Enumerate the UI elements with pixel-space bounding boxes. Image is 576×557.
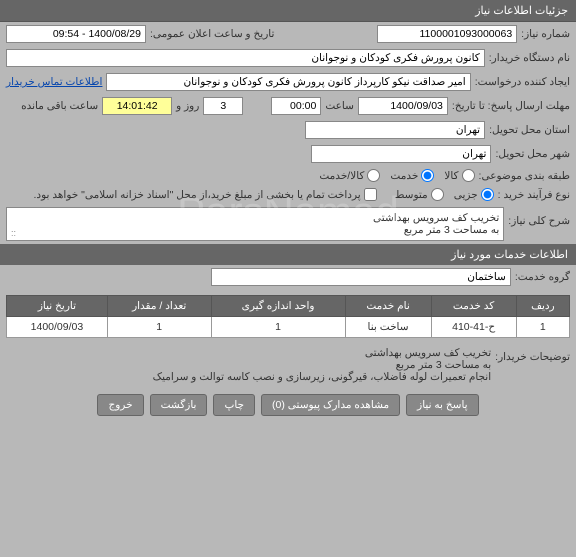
remain-label: ساعت باقی مانده xyxy=(21,100,98,112)
td-code: ح-41-410 xyxy=(431,317,516,338)
cat-opt-service[interactable]: خدمت xyxy=(390,169,434,182)
table-header-row: ردیف کد خدمت نام خدمت واحد اندازه گیری ت… xyxy=(7,296,570,317)
buyer-desc-label: توضیحات خریدار: xyxy=(495,351,570,363)
time-label: ساعت xyxy=(325,100,354,112)
category-label: طبقه بندی موضوعی: xyxy=(479,170,570,182)
cat-radio-0[interactable] xyxy=(462,169,475,182)
exit-button[interactable]: خروج xyxy=(97,394,143,416)
attachments-button[interactable]: مشاهده مدارک پیوستی (0) xyxy=(261,394,400,416)
province-label: استان محل تحویل: xyxy=(489,124,570,136)
category-radios: کالا خدمت کالا/خدمت xyxy=(319,169,474,182)
services-table: ردیف کد خدمت نام خدمت واحد اندازه گیری ت… xyxy=(6,295,570,338)
cat-opt-2-label: کالا/خدمت xyxy=(319,170,364,182)
expand-icon[interactable]: :: xyxy=(11,228,16,238)
cat-radio-2[interactable] xyxy=(367,169,380,182)
td-date: 1400/09/03 xyxy=(7,317,108,338)
announce-label: تاریخ و ساعت اعلان عمومی: xyxy=(150,28,274,40)
days-input[interactable] xyxy=(203,97,243,115)
th-name: نام خدمت xyxy=(345,296,431,317)
cat-opt-both[interactable]: کالا/خدمت xyxy=(319,169,380,182)
td-unit: 1 xyxy=(211,317,345,338)
buyer-desc-l2: به مساحت 3 متر مربع xyxy=(6,359,491,371)
buyer-input[interactable] xyxy=(6,49,485,67)
cat-opt-0-label: کالا xyxy=(444,170,458,182)
back-button[interactable]: بازگشت xyxy=(150,394,208,416)
announce-input[interactable] xyxy=(6,25,146,43)
print-button[interactable]: چاپ xyxy=(213,394,255,416)
th-row: ردیف xyxy=(516,296,569,317)
need-line1: تخریب کف سرویس بهداشتی xyxy=(11,212,499,224)
proc-opt-1-label: متوسط xyxy=(395,189,428,201)
services-section-header: اطلاعات خدمات مورد نیاز xyxy=(0,244,576,265)
days-label: روز و xyxy=(176,100,199,112)
deadline-label: مهلت ارسال پاسخ: تا تاریخ: xyxy=(452,100,570,112)
group-label: گروه خدمت: xyxy=(515,271,570,283)
creator-label: ایجاد کننده درخواست: xyxy=(475,76,570,88)
treasury-checkbox[interactable] xyxy=(364,188,377,201)
cat-opt-1-label: خدمت xyxy=(390,170,418,182)
td-row: 1 xyxy=(516,317,569,338)
proc-opt-medium[interactable]: متوسط xyxy=(395,188,444,201)
province-input[interactable] xyxy=(305,121,485,139)
treasury-note-text: پرداخت تمام یا بخشی از مبلغ خرید،از محل … xyxy=(34,189,361,201)
req-number-label: شماره نیاز: xyxy=(521,28,570,40)
buyer-desc-l3: انجام تعمیرات لوله فاضلاب، قیرگونی، زیرس… xyxy=(6,371,491,383)
group-input[interactable] xyxy=(211,268,511,286)
deadline-time-input[interactable] xyxy=(271,97,321,115)
buyer-label: نام دستگاه خریدار: xyxy=(489,52,570,64)
city-input[interactable] xyxy=(311,145,491,163)
need-line2: به مساحت 3 متر مربع xyxy=(11,224,499,236)
cat-radio-1[interactable] xyxy=(421,169,434,182)
cat-opt-goods[interactable]: کالا xyxy=(444,169,474,182)
reply-button[interactable]: پاسخ به نیاز xyxy=(406,394,478,416)
proc-opt-minor[interactable]: جزیی xyxy=(454,188,494,201)
th-unit: واحد اندازه گیری xyxy=(211,296,345,317)
td-name: ساخت بنا xyxy=(345,317,431,338)
city-label: شهر محل تحویل: xyxy=(495,148,570,160)
th-qty: تعداد / مقدار xyxy=(107,296,211,317)
proc-radio-1[interactable] xyxy=(431,188,444,201)
panel-header: جزئیات اطلاعات نیاز xyxy=(0,0,576,22)
process-label: نوع فرآیند خرید : xyxy=(498,189,570,201)
remain-input xyxy=(102,97,172,115)
proc-radio-0[interactable] xyxy=(481,188,494,201)
buyer-desc-l1: تخریب کف سرویس بهداشتی xyxy=(6,347,491,359)
table-row[interactable]: 1 ح-41-410 ساخت بنا 1 1 1400/09/03 xyxy=(7,317,570,338)
th-date: تاریخ نیاز xyxy=(7,296,108,317)
need-title-label: شرح کلی نیاز: xyxy=(508,215,570,227)
treasury-note[interactable]: پرداخت تمام یا بخشی از مبلغ خرید،از محل … xyxy=(34,188,377,201)
deadline-date-input[interactable] xyxy=(358,97,448,115)
creator-input[interactable] xyxy=(106,73,470,91)
contact-link[interactable]: اطلاعات تماس خریدار xyxy=(6,76,102,88)
process-radios: جزیی متوسط xyxy=(395,188,494,201)
req-number-input[interactable] xyxy=(377,25,517,43)
th-code: کد خدمت xyxy=(431,296,516,317)
proc-opt-0-label: جزیی xyxy=(454,189,478,201)
td-qty: 1 xyxy=(107,317,211,338)
